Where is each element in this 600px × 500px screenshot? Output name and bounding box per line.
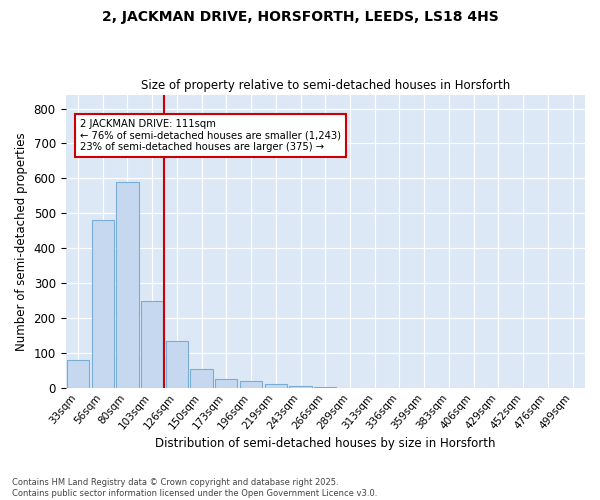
Bar <box>141 300 163 388</box>
Text: Contains HM Land Registry data © Crown copyright and database right 2025.
Contai: Contains HM Land Registry data © Crown c… <box>12 478 377 498</box>
Bar <box>289 386 311 388</box>
X-axis label: Distribution of semi-detached houses by size in Horsforth: Distribution of semi-detached houses by … <box>155 437 496 450</box>
Y-axis label: Number of semi-detached properties: Number of semi-detached properties <box>15 132 28 350</box>
Bar <box>67 360 89 388</box>
Bar <box>215 379 238 388</box>
Bar <box>265 384 287 388</box>
Text: 2 JACKMAN DRIVE: 111sqm
← 76% of semi-detached houses are smaller (1,243)
23% of: 2 JACKMAN DRIVE: 111sqm ← 76% of semi-de… <box>80 119 341 152</box>
Bar <box>314 387 337 388</box>
Title: Size of property relative to semi-detached houses in Horsforth: Size of property relative to semi-detach… <box>140 79 510 92</box>
Bar <box>166 340 188 388</box>
Bar <box>240 381 262 388</box>
Text: 2, JACKMAN DRIVE, HORSFORTH, LEEDS, LS18 4HS: 2, JACKMAN DRIVE, HORSFORTH, LEEDS, LS18… <box>101 10 499 24</box>
Bar <box>116 182 139 388</box>
Bar <box>92 220 114 388</box>
Bar <box>190 368 213 388</box>
